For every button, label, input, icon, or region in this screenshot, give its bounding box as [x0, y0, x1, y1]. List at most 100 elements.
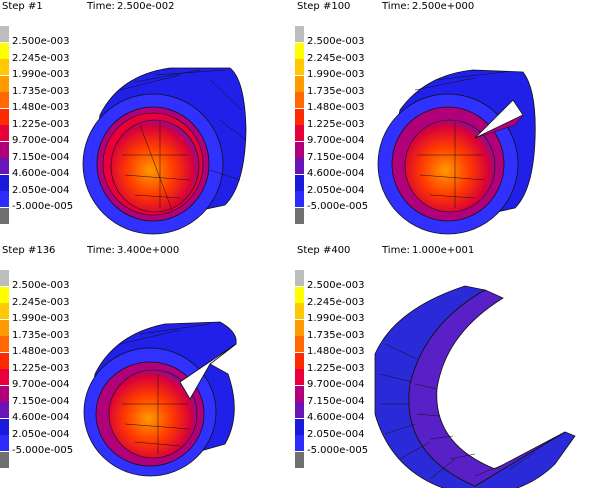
legend-swatch: [295, 319, 304, 336]
legend-swatch: [295, 336, 304, 352]
legend-swatch: [295, 191, 304, 207]
legend-swatch: [295, 286, 304, 303]
legend-label: 1.990e-003: [12, 69, 70, 80]
legend-label: 2.245e-003: [307, 52, 365, 64]
panel-header: Step #1 Time: 2.500e-002: [0, 0, 294, 14]
legend-swatch: [295, 385, 304, 402]
legend-label: 1.480e-003: [12, 102, 70, 113]
legend-label: 9.700e-004: [307, 135, 365, 146]
legend-label: 1.735e-003: [12, 85, 70, 97]
legend-label: 2.500e-003: [307, 36, 365, 47]
legend-label: -5.000e-005: [307, 201, 369, 212]
legend-swatch: [0, 451, 9, 468]
legend-label: 1.990e-003: [307, 69, 365, 80]
legend-label: 2.245e-003: [12, 52, 70, 64]
tube-model: [355, 20, 589, 244]
legend-label: 4.600e-004: [307, 412, 365, 423]
time-value: 2.500e+000: [412, 1, 475, 12]
legend-label: 7.150e-004: [12, 395, 70, 407]
legend-swatch: [295, 303, 304, 319]
legend-label: 7.150e-004: [307, 395, 365, 407]
step-label: Step #1: [2, 1, 43, 12]
legend-label: 1.225e-003: [12, 118, 70, 130]
legend-swatch: [0, 402, 9, 418]
legend-swatch: [295, 141, 304, 158]
legend-swatch: [295, 26, 304, 42]
step-label: Step #400: [297, 245, 351, 256]
legend-label: 4.600e-004: [12, 168, 70, 179]
legend-swatch: [295, 92, 304, 108]
legend-swatch: [0, 303, 9, 319]
legend-swatch: [295, 207, 304, 224]
tube-model-graphic: [82, 67, 247, 235]
legend-swatch: [0, 125, 9, 141]
legend-swatch: [295, 158, 304, 174]
legend-swatch: [0, 286, 9, 303]
legend-swatch: [0, 418, 9, 435]
legend-label: 2.050e-004: [307, 184, 365, 196]
legend-swatch: [0, 207, 9, 224]
legend-label: 2.245e-003: [12, 296, 70, 308]
step-label: Step #136: [2, 245, 56, 256]
legend-label: 9.700e-004: [12, 379, 70, 390]
legend-swatch: [0, 385, 9, 402]
panel-step-136: Step #136 Time: 3.400e+000 2.500e-003 2.2…: [0, 244, 294, 488]
legend-label: 1.990e-003: [12, 313, 70, 324]
color-legend: 2.500e-003 2.245e-003 1.990e-003 1.735e-003…: [295, 270, 369, 468]
legend-label: 1.990e-003: [307, 313, 365, 324]
time-label: Time:: [87, 245, 115, 256]
legend-label: -5.000e-005: [307, 445, 369, 456]
legend-swatch: [295, 352, 304, 369]
legend-label: 1.735e-003: [12, 329, 70, 341]
legend-swatch: [295, 369, 304, 385]
legend-swatch: [0, 141, 9, 158]
legend-label: 2.050e-004: [12, 184, 70, 196]
legend-label: -5.000e-005: [12, 201, 74, 212]
tube-model-graphic: [377, 69, 536, 235]
legend-swatch: [295, 125, 304, 141]
legend-swatch: [0, 75, 9, 92]
legend-swatch: [0, 158, 9, 174]
legend-swatch: [295, 75, 304, 92]
legend-label: 1.480e-003: [12, 346, 70, 357]
legend-label: 1.480e-003: [307, 346, 365, 357]
panel-header: Step #136 Time: 3.400e+000: [0, 244, 294, 258]
legend-swatch: [295, 42, 304, 59]
legend-swatch: [0, 92, 9, 108]
time-value: 2.500e-002: [117, 1, 175, 12]
panel-step-100: Step #100 Time: 2.500e+000 2.500e-003 2.2…: [295, 0, 589, 244]
legend-label: 2.500e-003: [307, 280, 365, 291]
legend-label: 1.480e-003: [307, 102, 365, 113]
legend-label: 4.600e-004: [12, 412, 70, 423]
legend-swatch: [295, 435, 304, 451]
legend-swatch: [0, 352, 9, 369]
legend-swatch: [295, 451, 304, 468]
legend-swatch: [295, 402, 304, 418]
legend-swatch: [0, 42, 9, 59]
legend-label: 7.150e-004: [307, 151, 365, 163]
legend-swatch: [295, 59, 304, 75]
legend-label: 9.700e-004: [307, 379, 365, 390]
legend-label: 1.225e-003: [12, 362, 70, 374]
legend-swatch: [0, 435, 9, 451]
tube-model-graphic: [83, 321, 237, 477]
legend-label: 2.500e-003: [12, 280, 70, 291]
time-label: Time:: [87, 1, 115, 12]
legend-swatch: [295, 270, 304, 286]
panel-header: Step #100 Time: 2.500e+000: [295, 0, 589, 14]
color-legend: 2.500e-003 2.245e-003 1.990e-003 1.735e-003…: [0, 26, 74, 224]
legend-swatch: [0, 336, 9, 352]
panel-header: Step #400 Time: 1.000e+001: [295, 244, 589, 258]
legend-label: 1.735e-003: [307, 85, 365, 97]
legend-label: 1.735e-003: [307, 329, 365, 341]
time-value: 3.400e+000: [117, 245, 180, 256]
legend-swatch: [0, 108, 9, 125]
legend-swatch: [295, 418, 304, 435]
time-value: 1.000e+001: [412, 245, 475, 256]
time-label: Time:: [382, 245, 410, 256]
legend-swatch: [0, 174, 9, 191]
legend-swatch: [0, 369, 9, 385]
legend-swatch: [0, 59, 9, 75]
tube-model: [60, 264, 294, 488]
legend-label: 1.225e-003: [307, 118, 365, 130]
